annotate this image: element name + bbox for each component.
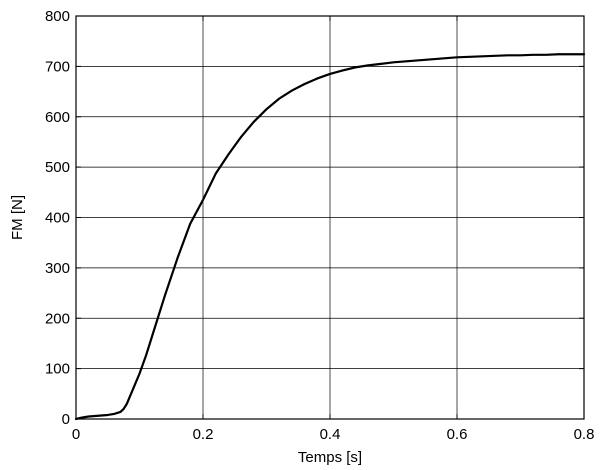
x-tick-label: 0.4 <box>320 426 341 443</box>
x-tick-label: 0.2 <box>193 426 214 443</box>
axes <box>75 15 585 420</box>
y-tick-label: 700 <box>45 58 70 75</box>
tick-labels: 0 0.2 0.4 0.6 0.8 0 100 200 300 400 500 600 700 800 <box>45 8 594 443</box>
x-axis-label: Temps [s] <box>298 449 362 466</box>
y-tick-label: 600 <box>45 109 70 126</box>
y-tick-label: 0 <box>62 411 70 428</box>
y-axis-label: FM [N] <box>9 195 26 240</box>
grid <box>75 15 585 420</box>
x-tick-label: 0.8 <box>574 426 595 443</box>
series-layer <box>74 53 586 421</box>
y-tick-label: 500 <box>45 159 70 176</box>
x-tick-label: 0.6 <box>447 426 468 443</box>
y-tick-label: 400 <box>45 210 70 227</box>
x-tick-label: 0 <box>72 426 80 443</box>
y-tick-label: 100 <box>45 361 70 378</box>
series-line <box>74 53 586 421</box>
y-tick-label: 200 <box>45 310 70 327</box>
y-tick-label: 800 <box>45 8 70 25</box>
y-tick-label: 300 <box>45 260 70 277</box>
